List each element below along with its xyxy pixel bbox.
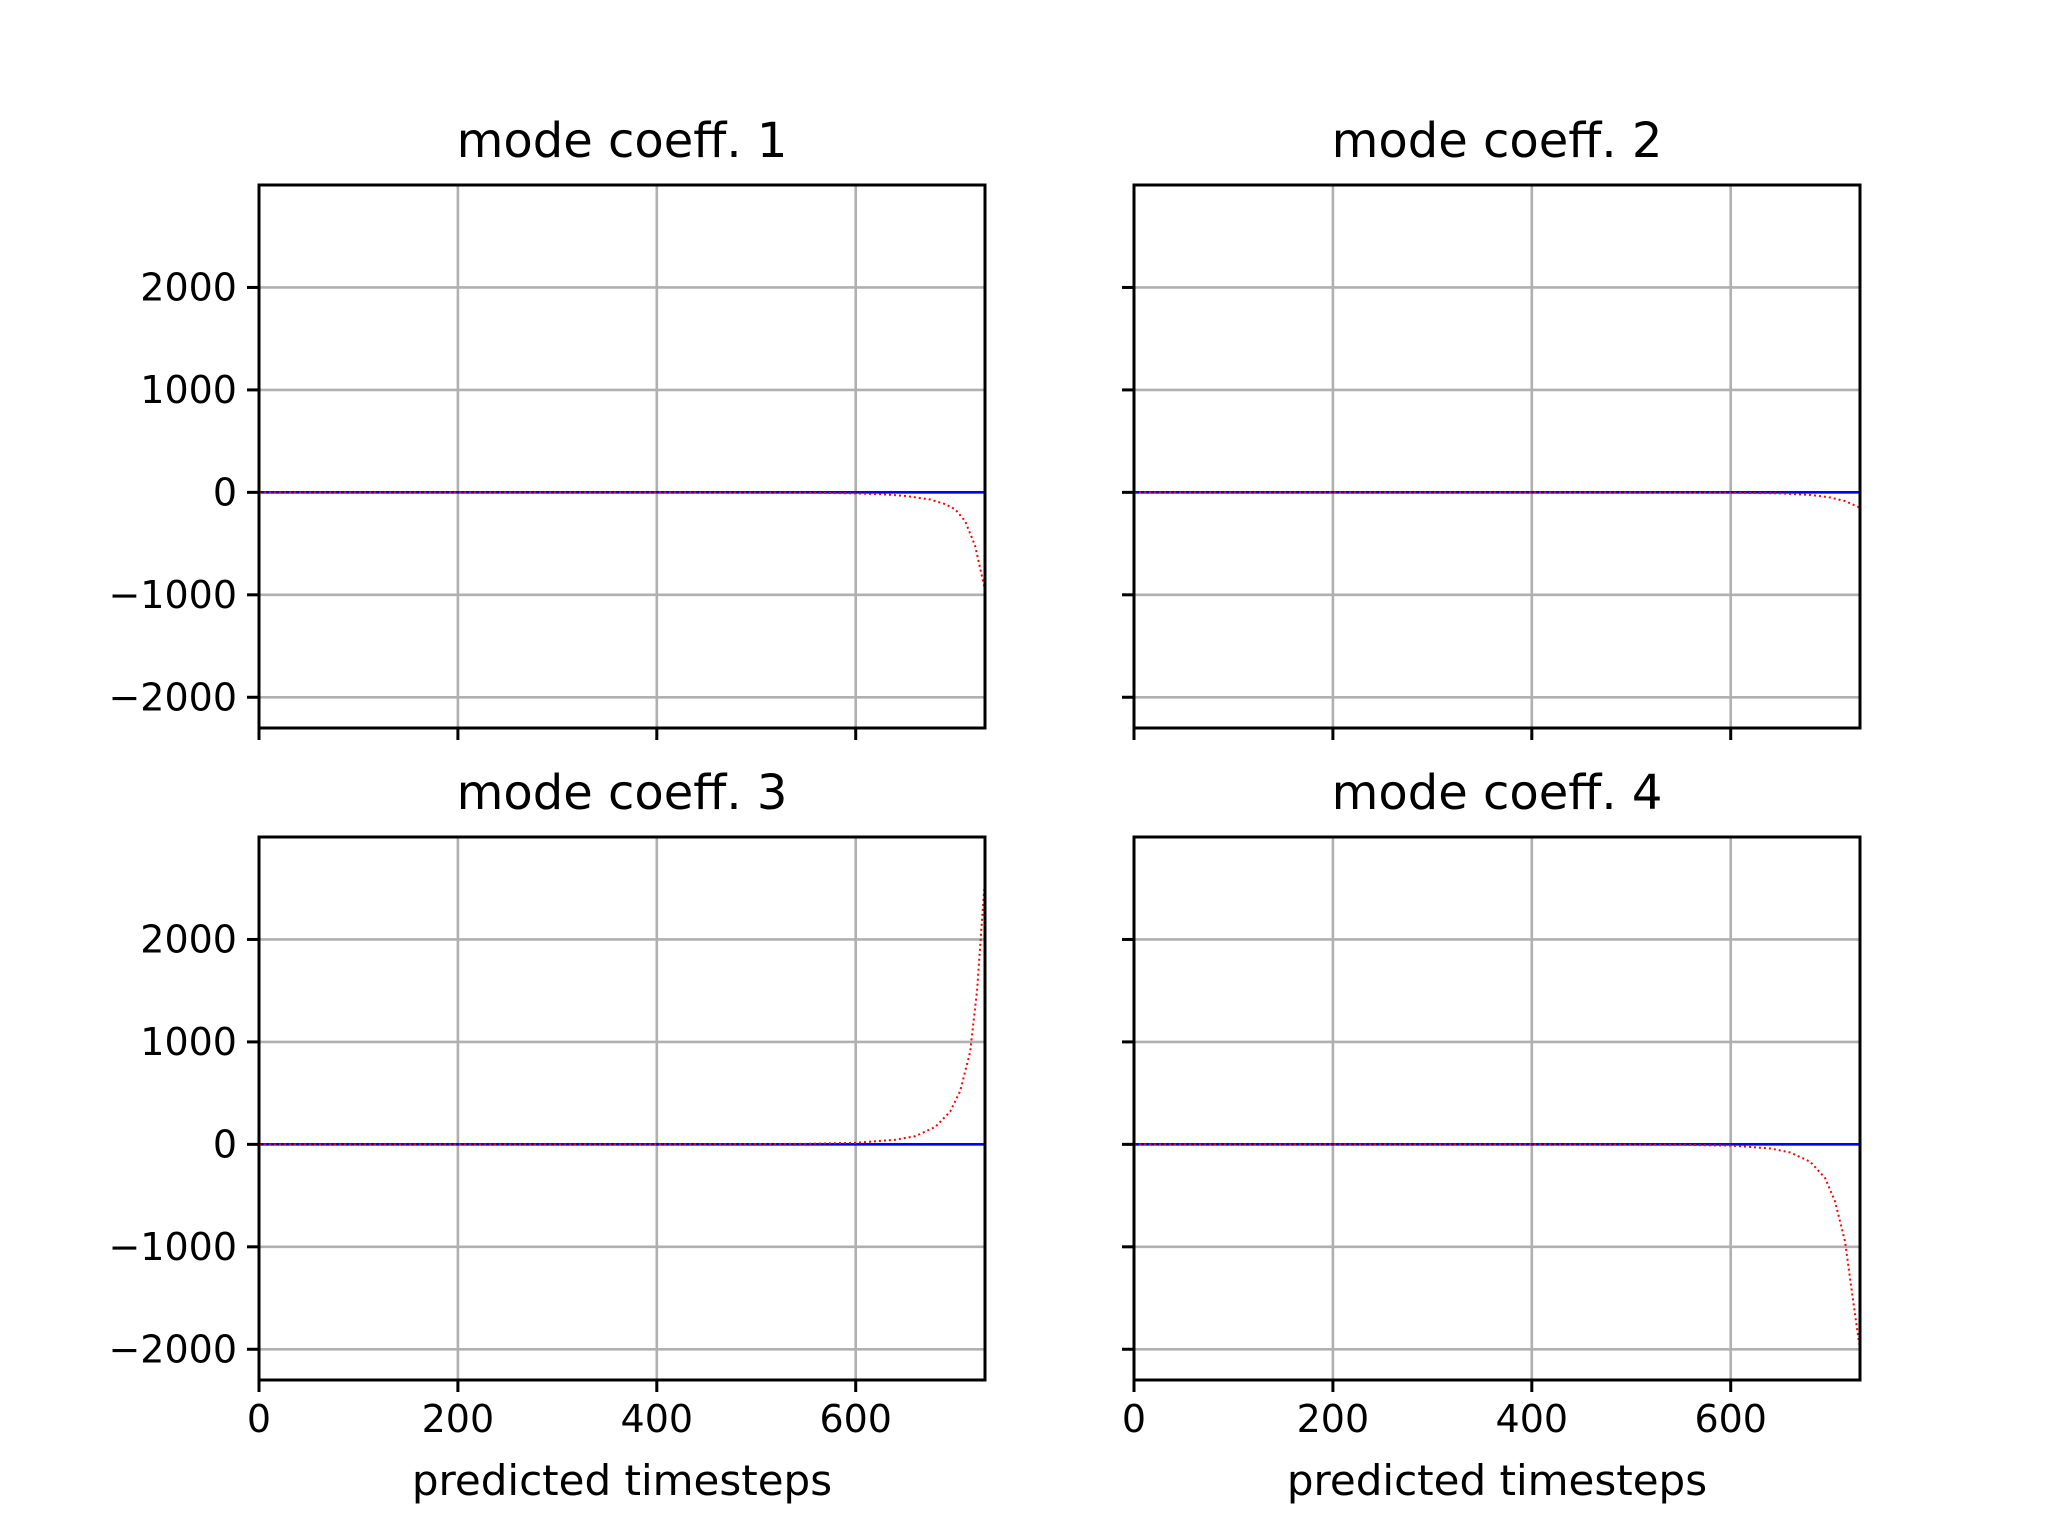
x-axis-label: predicted timesteps xyxy=(1287,1456,1707,1505)
y-tick-label: 0 xyxy=(213,470,237,514)
y-tick-label: −1000 xyxy=(108,1225,237,1269)
x-tick-label: 400 xyxy=(1496,1397,1569,1441)
y-tick-label: 1000 xyxy=(140,1020,237,1064)
x-tick-label: 600 xyxy=(819,1397,892,1441)
subplot-title: mode coeff. 3 xyxy=(457,765,788,821)
predicted-series-line xyxy=(1134,1143,1860,1350)
subplot-2: mode coeff. 2 xyxy=(1122,113,1862,740)
subplot-title: mode coeff. 1 xyxy=(457,113,788,169)
axes-frame xyxy=(1132,835,1862,1382)
y-tick-label: 1000 xyxy=(140,368,237,412)
subplot-4: 0 200 400 600 mode coeff. 4 predicted timeste… xyxy=(1122,765,1862,1505)
y-tick-label: 0 xyxy=(213,1122,237,1166)
y-tick-label: −1000 xyxy=(108,573,237,617)
subplot-3: 0 200 400 600 −2000 −1000 0 1000 2000 mode coeff.… xyxy=(108,765,987,1505)
y-tick-label: −2000 xyxy=(108,675,237,719)
axes-frame xyxy=(1132,183,1862,730)
subplot-title: mode coeff. 2 xyxy=(1332,113,1663,169)
x-tick-label: 0 xyxy=(1122,1397,1146,1441)
subplot-title: mode coeff. 4 xyxy=(1332,765,1663,821)
axes-frame xyxy=(257,835,987,1382)
y-tick-label: −2000 xyxy=(108,1327,237,1371)
x-tick-label: 600 xyxy=(1694,1397,1767,1441)
subplot-1: −2000 −1000 0 1000 2000 mode coeff. 1 xyxy=(108,113,987,740)
x-axis-label: predicted timesteps xyxy=(412,1456,832,1505)
x-tick-label: 200 xyxy=(1297,1397,1370,1441)
x-tick-label: 200 xyxy=(422,1397,495,1441)
x-tick-label: 0 xyxy=(247,1397,271,1441)
y-tick-label: 2000 xyxy=(140,265,237,309)
predicted-series-line xyxy=(1134,491,1860,509)
x-tick-label: 400 xyxy=(621,1397,694,1441)
y-tick-label: 2000 xyxy=(140,917,237,961)
axes-frame xyxy=(257,183,987,730)
